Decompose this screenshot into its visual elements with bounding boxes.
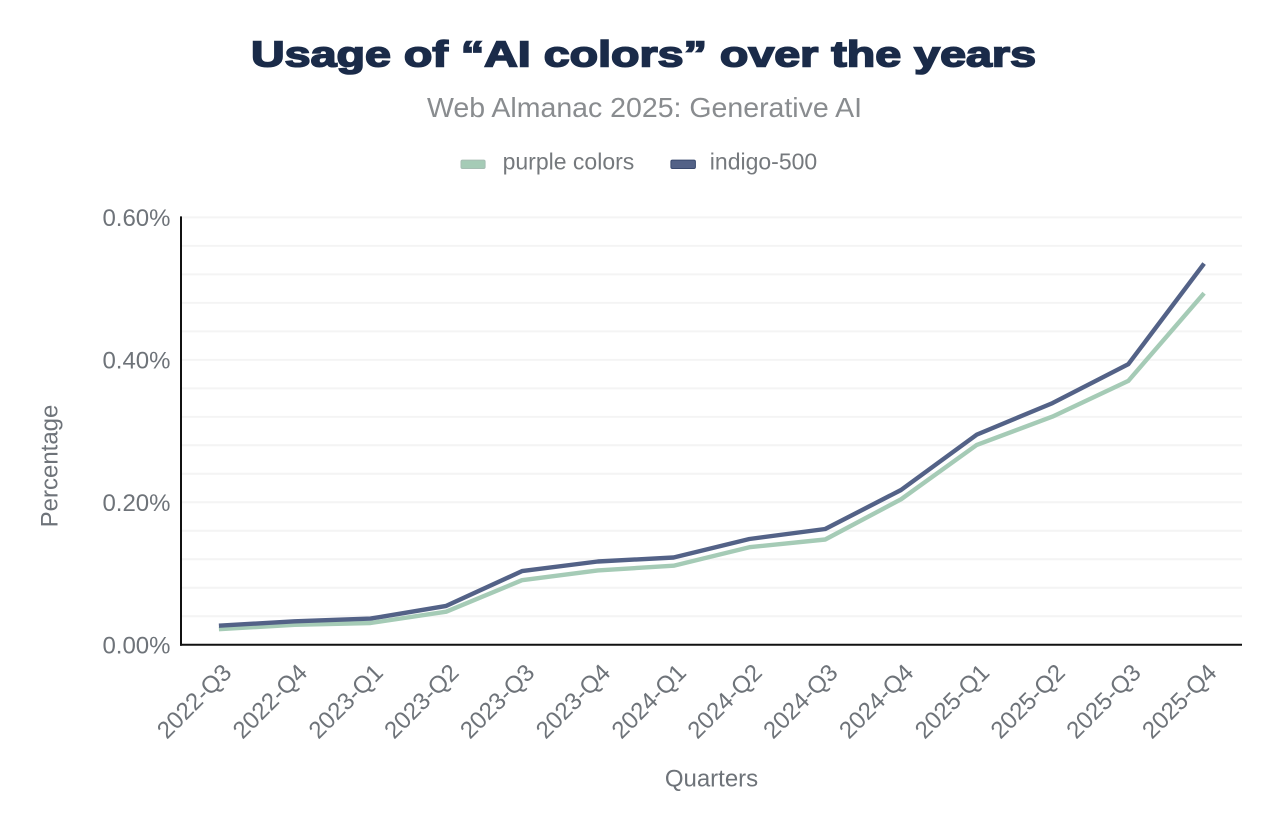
svg-text:Percentage: Percentage (37, 405, 64, 528)
svg-text:purple colors: purple colors (503, 148, 635, 174)
svg-text:Web Almanac 2025: Generative A: Web Almanac 2025: Generative AI (427, 92, 862, 123)
svg-text:0.00%: 0.00% (102, 632, 170, 659)
svg-text:0.60%: 0.60% (102, 205, 170, 232)
svg-text:0.20%: 0.20% (102, 490, 170, 517)
svg-text:Quarters: Quarters (665, 765, 758, 792)
svg-text:indigo-500: indigo-500 (710, 148, 817, 174)
svg-text:0.40%: 0.40% (102, 348, 170, 375)
svg-text:Usage of “AI colors” over the: Usage of “AI colors” over the years (251, 33, 1036, 74)
